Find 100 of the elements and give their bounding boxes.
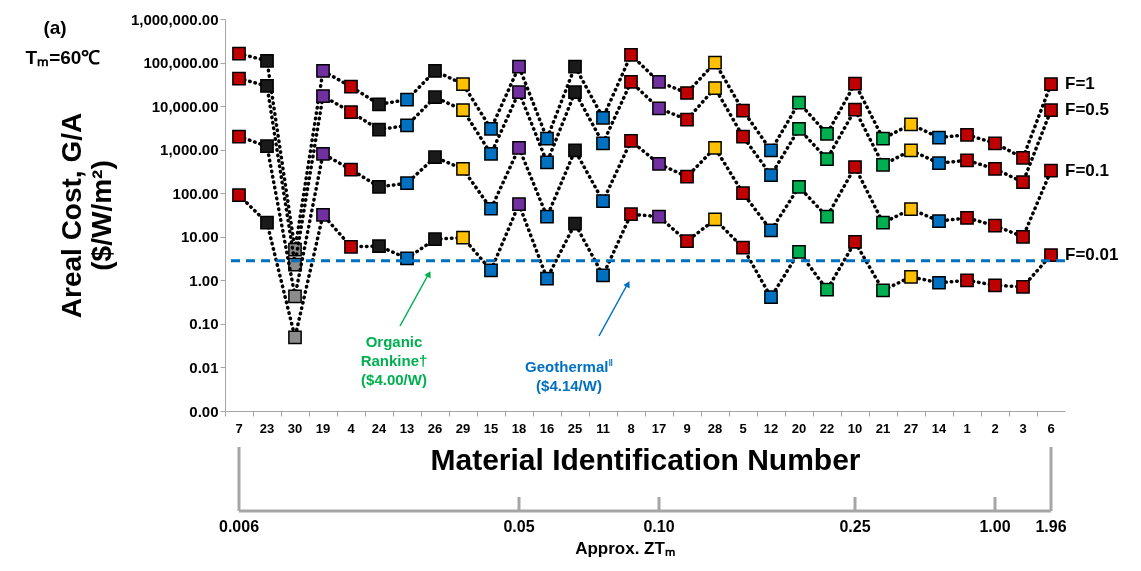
point <box>876 215 890 230</box>
annotation: 1.96 <box>1035 518 1067 535</box>
point <box>764 168 778 183</box>
point <box>372 97 386 112</box>
y-tick-label: 0.10 <box>189 315 219 333</box>
point <box>1016 150 1030 165</box>
point <box>708 212 722 227</box>
point <box>344 105 358 119</box>
annotation: 0.05 <box>503 518 535 535</box>
point <box>652 101 666 116</box>
point <box>988 278 1002 293</box>
point <box>932 130 946 145</box>
point <box>372 122 386 137</box>
x-tick-label: 10 <box>847 420 863 436</box>
point <box>344 79 358 94</box>
point <box>1044 77 1058 91</box>
point <box>596 194 610 208</box>
x-tick-label: 4 <box>347 420 356 436</box>
point <box>232 188 246 203</box>
point <box>344 239 358 254</box>
point <box>680 169 694 184</box>
point <box>512 197 526 212</box>
point <box>652 75 666 89</box>
point <box>904 270 918 284</box>
point <box>792 179 806 194</box>
point <box>288 289 302 304</box>
x-tick-label: 19 <box>315 420 331 436</box>
series-label: F=0.01 <box>1065 245 1119 265</box>
x-tick-label: 18 <box>511 420 527 436</box>
x-tick-label: 5 <box>739 420 747 436</box>
x-tick-label: 11 <box>596 420 610 436</box>
point <box>596 268 610 283</box>
point <box>848 76 862 91</box>
point <box>652 209 666 224</box>
point <box>820 282 834 297</box>
point <box>708 140 722 155</box>
point <box>960 273 974 288</box>
point <box>820 127 834 141</box>
point <box>988 162 1002 176</box>
point <box>260 79 274 93</box>
x-axis-title: Material Identification Number <box>430 442 861 476</box>
point <box>568 85 582 99</box>
y-tick-label: 10.00 <box>180 228 219 246</box>
point <box>764 143 778 158</box>
point <box>260 215 274 230</box>
point <box>260 139 274 154</box>
x-tick-label: 17 <box>651 420 667 436</box>
point <box>372 179 386 194</box>
point <box>568 59 582 74</box>
point <box>792 122 806 136</box>
point <box>652 157 666 171</box>
x-tick-label: 21 <box>875 420 891 436</box>
y-axis-title: Areal Cost, G/A ($/W/m²) <box>55 112 117 319</box>
point <box>848 235 862 249</box>
annotation: 1.00 <box>979 518 1011 535</box>
point <box>932 156 946 171</box>
point <box>764 223 778 238</box>
point <box>372 239 386 253</box>
x-tick-label: 8 <box>627 420 635 436</box>
point <box>456 77 470 91</box>
x-tick-label: 1 <box>963 420 971 436</box>
point <box>428 232 442 247</box>
x-tick-label: 13 <box>399 420 415 436</box>
point <box>568 216 582 231</box>
point <box>736 186 750 201</box>
point <box>1016 175 1030 189</box>
point <box>456 162 470 176</box>
x-tick-label: 6 <box>1047 420 1055 436</box>
x-tick-label: 25 <box>567 420 583 436</box>
point <box>764 290 778 305</box>
point <box>456 230 470 245</box>
point <box>624 207 638 222</box>
x-tick-label: 23 <box>259 420 275 436</box>
point <box>232 129 246 144</box>
point <box>344 162 358 177</box>
y-tick-label: 0.01 <box>189 358 219 376</box>
point <box>428 90 442 105</box>
point <box>960 153 974 168</box>
point <box>792 245 806 259</box>
point <box>596 110 610 125</box>
point <box>428 150 442 165</box>
series-label: F=1 <box>1065 74 1095 94</box>
point <box>540 155 554 170</box>
x-tick-label: 14 <box>931 420 947 436</box>
point <box>316 147 330 161</box>
point <box>316 64 330 78</box>
point <box>680 86 694 100</box>
point <box>1016 229 1030 244</box>
point <box>904 143 918 158</box>
point <box>400 118 414 133</box>
point <box>960 127 974 142</box>
point <box>820 209 834 224</box>
point <box>400 92 414 107</box>
point <box>1016 279 1030 294</box>
point <box>512 140 526 155</box>
point <box>736 129 750 144</box>
x-tick-label: 15 <box>483 420 499 436</box>
point <box>876 157 890 172</box>
x-tick-label: 12 <box>763 420 779 436</box>
x-tick-label: 22 <box>819 420 835 436</box>
